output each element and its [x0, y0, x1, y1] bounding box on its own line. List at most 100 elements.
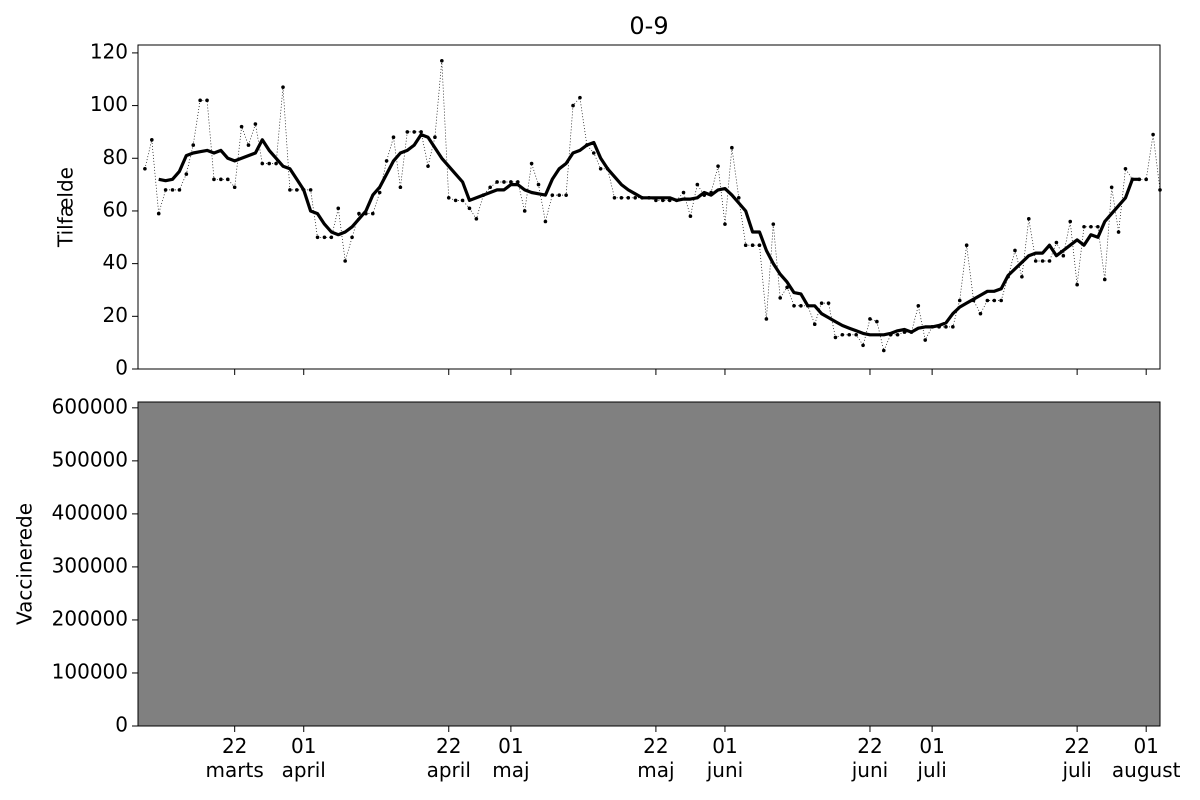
point — [543, 219, 548, 224]
point — [288, 188, 292, 192]
point — [509, 180, 513, 184]
point — [688, 214, 693, 219]
point — [550, 193, 555, 197]
x-tick-label: 01 august — [1111, 734, 1181, 782]
point — [419, 130, 423, 134]
point — [350, 235, 354, 240]
point — [460, 198, 465, 203]
point — [467, 206, 472, 211]
point — [578, 95, 582, 100]
point — [191, 143, 196, 147]
point — [515, 180, 520, 184]
y-tick-label: 0 — [115, 713, 128, 737]
point — [1068, 219, 1073, 224]
point — [205, 98, 209, 103]
point — [854, 332, 858, 337]
point — [488, 185, 492, 190]
point — [840, 332, 845, 337]
y-tick-label: 200000 — [52, 606, 128, 630]
point — [1026, 217, 1031, 221]
point — [1013, 248, 1017, 253]
point — [612, 195, 617, 200]
point — [1033, 259, 1038, 263]
point — [308, 188, 313, 192]
point — [433, 135, 437, 139]
point — [999, 298, 1003, 303]
point — [847, 332, 852, 337]
point — [812, 322, 817, 327]
point — [1109, 185, 1114, 190]
point — [771, 222, 776, 226]
point — [598, 167, 603, 171]
point — [281, 85, 285, 89]
point — [274, 161, 278, 166]
point — [440, 59, 444, 63]
point — [474, 217, 479, 221]
point — [1151, 132, 1155, 137]
y-tick-label: 100 — [90, 92, 128, 116]
point — [792, 303, 796, 308]
point — [1089, 224, 1093, 229]
point — [177, 188, 182, 192]
x-tick-label: 22 juli — [1062, 734, 1092, 782]
point — [1123, 167, 1128, 171]
point — [1054, 240, 1059, 245]
point — [405, 130, 410, 134]
point — [1102, 277, 1107, 282]
point — [591, 151, 596, 155]
point — [198, 98, 202, 103]
y-tick-label: 500000 — [52, 447, 128, 471]
point — [522, 209, 527, 213]
point — [453, 198, 458, 203]
y-tick-label: 40 — [103, 250, 128, 274]
point — [557, 193, 562, 197]
point — [495, 180, 499, 184]
x-tick-label: 22 april — [426, 734, 471, 782]
point — [1144, 177, 1148, 182]
point — [626, 195, 631, 200]
point — [529, 161, 534, 166]
point — [426, 164, 430, 168]
x-tick-label: 22 marts — [205, 734, 264, 782]
plot-frame — [137, 44, 1161, 370]
point — [225, 177, 230, 182]
point — [619, 195, 624, 200]
plot-area — [138, 402, 1160, 726]
y-tick-label: 400000 — [52, 500, 128, 524]
point — [826, 301, 831, 305]
point — [246, 143, 251, 147]
x-tick-label: 01 maj — [492, 734, 530, 782]
point — [446, 195, 451, 200]
point — [1075, 282, 1079, 287]
point — [1061, 253, 1066, 258]
point — [778, 296, 783, 300]
point — [370, 211, 375, 216]
point — [412, 130, 417, 134]
point — [564, 193, 568, 197]
point — [1020, 275, 1024, 279]
point — [156, 211, 161, 216]
y-tick-label: 300000 — [52, 553, 128, 577]
point — [875, 319, 879, 324]
point — [957, 298, 962, 303]
point — [833, 335, 838, 340]
point — [398, 185, 403, 190]
point — [377, 190, 382, 195]
x-tick-label: 01 juli — [917, 734, 947, 782]
point — [571, 103, 575, 108]
y-axis-label: Vaccinerede — [13, 503, 37, 625]
point — [868, 317, 872, 321]
point — [923, 338, 928, 342]
y-tick-label: 60 — [103, 197, 128, 221]
point — [799, 303, 803, 308]
point — [315, 235, 320, 240]
y-tick-label: 600000 — [52, 394, 128, 418]
x-tick-label: 22 juni — [851, 734, 889, 782]
point — [336, 206, 341, 211]
series-line — [158, 133, 1140, 337]
point — [992, 298, 997, 303]
y-tick-label: 0 — [115, 356, 128, 380]
point — [143, 167, 147, 171]
